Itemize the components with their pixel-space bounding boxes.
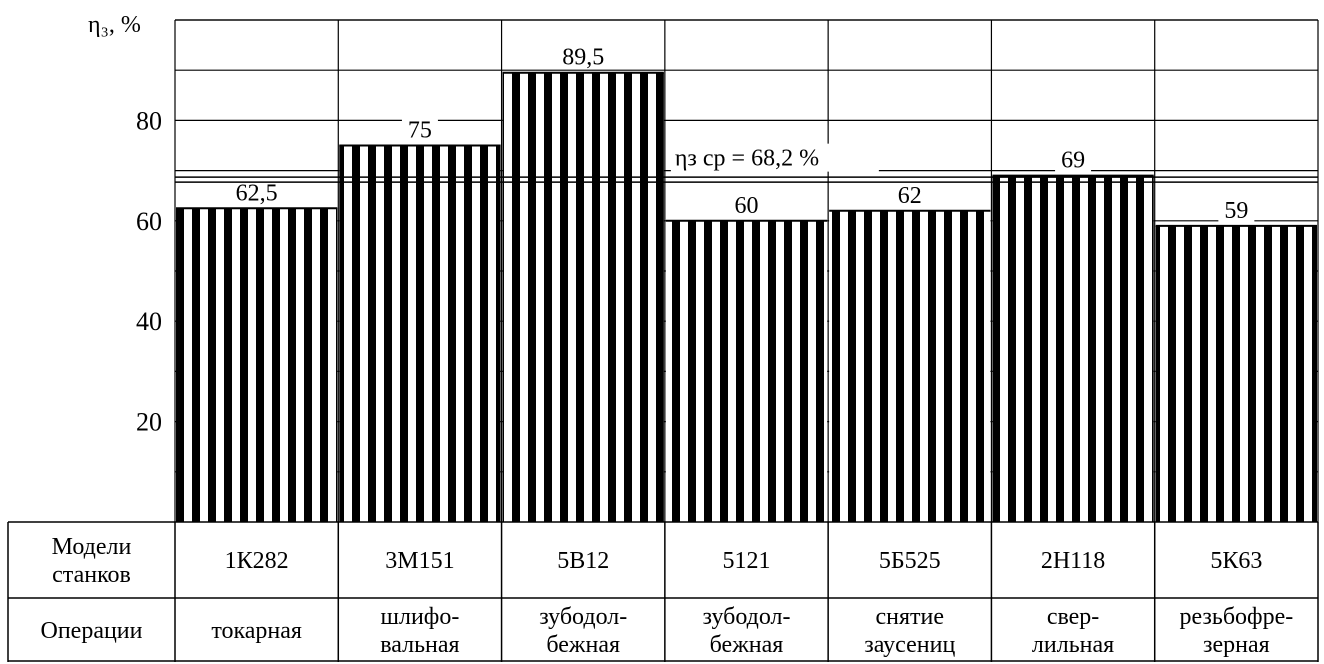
table-cell: заусениц [864, 632, 955, 658]
bars [176, 71, 1317, 523]
y-tick-label: 20 [136, 408, 162, 437]
y-axis-label: η₃, % [88, 12, 141, 38]
bar-3М151 [339, 145, 501, 522]
table-cell: резьбофре- [1179, 604, 1293, 630]
value-label: 62,5 [236, 180, 278, 206]
bar-5121 [665, 220, 828, 523]
y-tick-label: 80 [136, 106, 162, 135]
bar-2Н118 [992, 175, 1154, 522]
value-label-background [1055, 147, 1092, 172]
bar-1К282 [176, 208, 338, 522]
table-cell: 1К282 [225, 548, 289, 574]
value-label: 62 [898, 183, 922, 209]
table-cell: шлифо- [381, 604, 460, 630]
table-cell: лильная [1032, 632, 1114, 658]
value-label-background [225, 180, 288, 205]
table-row-header: Операции [40, 618, 142, 644]
table-row-header: Модели [52, 534, 132, 560]
table-cell: 5Б525 [879, 548, 941, 574]
table-cell: 3М151 [385, 548, 454, 574]
value-label-background [401, 117, 438, 142]
table-cell: снятие [876, 604, 945, 630]
value-label: 59 [1224, 198, 1248, 224]
table-cell: 2Н118 [1041, 548, 1105, 574]
table-cell: бежная [710, 632, 784, 658]
table-cell: 5121 [723, 548, 771, 574]
table-cell: вальная [380, 632, 459, 658]
value-label: 75 [408, 118, 432, 144]
value-label: 89,5 [562, 45, 604, 71]
y-axis: η₃, % 20 40 60 80 [88, 12, 162, 437]
table-cell: свер- [1047, 604, 1100, 630]
table-cell: зубодол- [539, 604, 627, 630]
table-cell: 5В12 [557, 548, 609, 574]
value-label-background [728, 192, 765, 217]
value-label: 60 [735, 193, 759, 219]
overlay: 62,5 75 89,5 60 62 69 59 ηз ср = 68,2 % [175, 44, 1318, 224]
bar-5В12 [502, 72, 664, 523]
table-cell: зерная [1203, 632, 1270, 658]
value-label-background [552, 44, 615, 69]
mean-label: ηз ср = 68,2 % [675, 146, 819, 172]
mean-label-background [670, 143, 879, 172]
bar-5Б525 [829, 210, 991, 522]
table-cell: бежная [546, 632, 620, 658]
bar-5К63 [1155, 225, 1317, 522]
table-cell: токарная [211, 618, 302, 644]
table-cell: 5К63 [1210, 548, 1262, 574]
value-label-background [891, 182, 928, 207]
table-row-header: станков [52, 562, 131, 588]
value-label: 69 [1061, 148, 1085, 174]
value-label-background [1218, 197, 1255, 222]
y-tick-label: 40 [136, 307, 162, 336]
table-cell: зубодол- [702, 604, 790, 630]
y-tick-label: 60 [136, 207, 162, 236]
